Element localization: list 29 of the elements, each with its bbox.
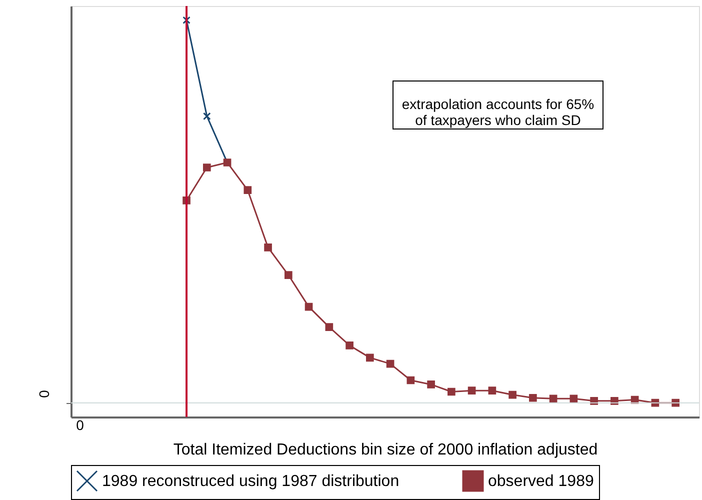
- point: [264, 244, 272, 252]
- point: [203, 164, 211, 172]
- point: [244, 186, 252, 194]
- point: [549, 394, 558, 403]
- annotation: extrapolation accounts for 65% of taxpayers who claim SD: [402, 96, 594, 128]
- point: [284, 271, 292, 279]
- point: [488, 386, 496, 395]
- point: [468, 386, 476, 395]
- legend-label: 1989 reconstruced using 1987 distribution: [102, 473, 400, 490]
- point: [672, 398, 680, 407]
- text: 0: [76, 417, 84, 433]
- point: [304, 302, 313, 311]
- point: [325, 323, 334, 331]
- point: [529, 394, 537, 402]
- text: 0: [36, 390, 52, 398]
- point: [182, 16, 190, 24]
- point: [570, 394, 578, 403]
- point: [590, 397, 598, 405]
- point: [366, 354, 374, 362]
- point: [346, 342, 354, 350]
- point: [508, 390, 516, 399]
- legend-label: observed 1989: [488, 473, 594, 490]
- point: [386, 360, 394, 368]
- point: [406, 376, 415, 384]
- point: [427, 380, 435, 388]
- point: [448, 388, 456, 396]
- point: [203, 112, 211, 120]
- x-axis-title: Total Itemized Deductions bin size of 2000 inflation adjusted: [173, 442, 598, 458]
- point: [610, 397, 618, 405]
